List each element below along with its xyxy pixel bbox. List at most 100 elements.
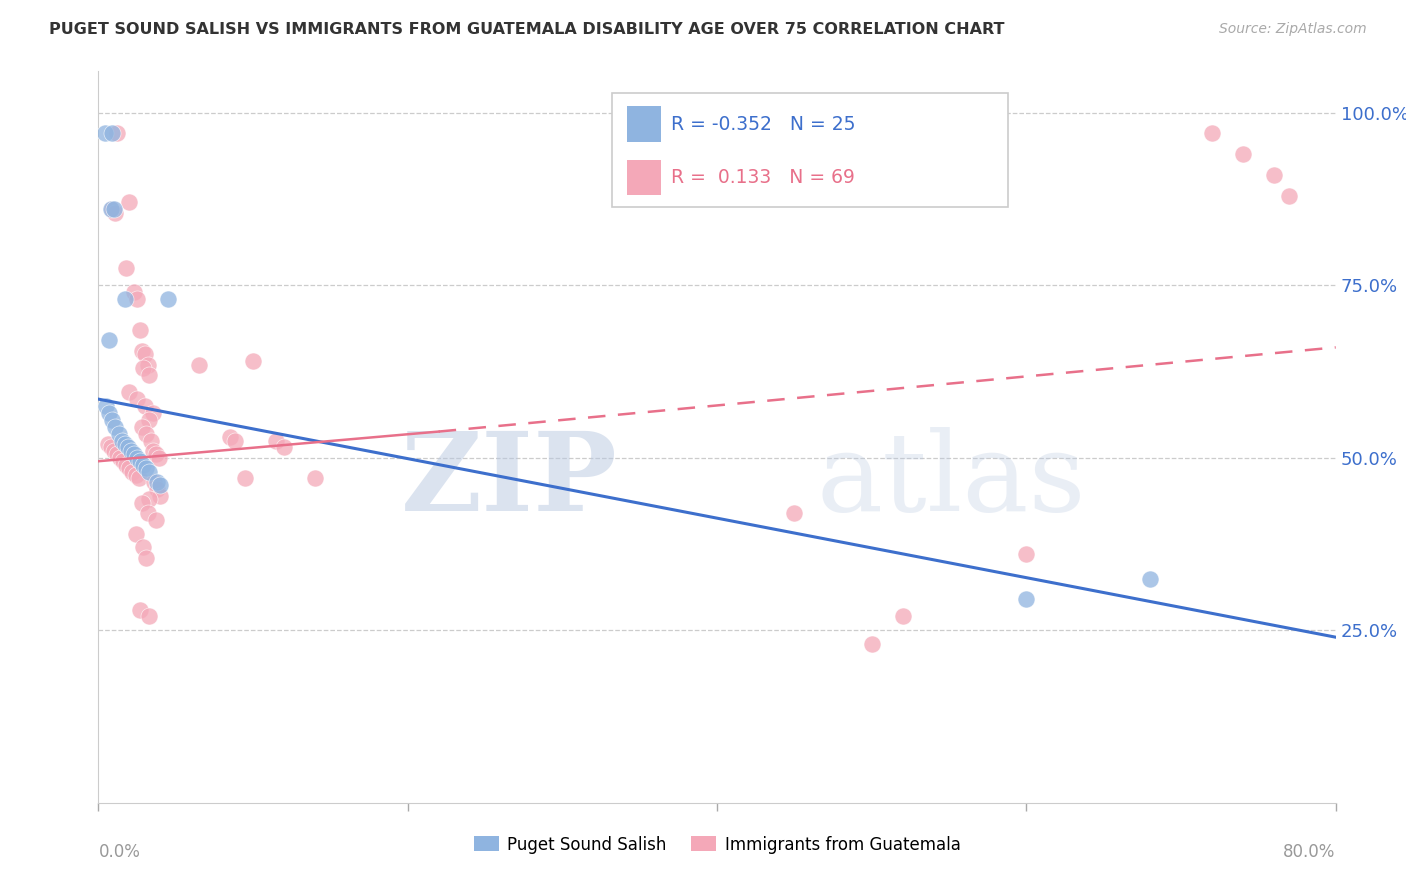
FancyBboxPatch shape — [627, 160, 661, 195]
Point — [100, 441, 122, 455]
Point — [132, 541, 155, 555]
Point — [103, 202, 125, 217]
Point — [1201, 127, 1223, 141]
Point — [188, 358, 211, 372]
Point — [138, 368, 160, 382]
Point — [118, 461, 141, 475]
Point — [101, 202, 124, 217]
Point — [105, 447, 128, 461]
Point — [97, 437, 120, 451]
Point — [1139, 572, 1161, 586]
Point — [112, 454, 135, 468]
Text: ZIP: ZIP — [401, 427, 619, 534]
FancyBboxPatch shape — [612, 94, 1008, 207]
Text: R = -0.352   N = 25: R = -0.352 N = 25 — [671, 114, 856, 134]
Point — [114, 292, 136, 306]
Point — [138, 413, 160, 427]
Point — [132, 361, 155, 376]
Point — [146, 475, 169, 489]
Point — [135, 426, 157, 441]
Point — [128, 471, 150, 485]
Point — [273, 441, 295, 455]
Point — [122, 285, 145, 300]
Point — [783, 506, 806, 520]
Text: R =  0.133   N = 69: R = 0.133 N = 69 — [671, 168, 855, 187]
Point — [242, 354, 264, 368]
Legend: Puget Sound Salish, Immigrants from Guatemala: Puget Sound Salish, Immigrants from Guat… — [467, 829, 967, 860]
Point — [891, 609, 914, 624]
Point — [142, 443, 165, 458]
Point — [135, 550, 157, 565]
Point — [142, 406, 165, 420]
Point — [143, 475, 166, 489]
Point — [104, 206, 127, 220]
Text: 0.0%: 0.0% — [98, 843, 141, 861]
Point — [118, 385, 141, 400]
Point — [127, 450, 149, 465]
Point — [1015, 592, 1038, 607]
Point — [224, 434, 246, 448]
Point — [138, 492, 160, 507]
Point — [136, 358, 159, 372]
Point — [131, 419, 153, 434]
Point — [124, 468, 146, 483]
Point — [149, 489, 172, 503]
Point — [131, 495, 153, 509]
Point — [115, 260, 138, 275]
Point — [114, 437, 136, 451]
Point — [108, 450, 131, 465]
Point — [146, 482, 169, 496]
Point — [120, 443, 142, 458]
Point — [134, 399, 156, 413]
Point — [860, 637, 883, 651]
Point — [129, 323, 152, 337]
Point — [1015, 548, 1038, 562]
Text: Source: ZipAtlas.com: Source: ZipAtlas.com — [1219, 22, 1367, 37]
Point — [101, 127, 124, 141]
Point — [1278, 188, 1301, 202]
Point — [219, 430, 242, 444]
Point — [127, 292, 149, 306]
Point — [111, 434, 134, 448]
Point — [134, 347, 156, 361]
Point — [138, 609, 160, 624]
Point — [118, 195, 141, 210]
Point — [98, 406, 121, 420]
Point — [104, 419, 127, 434]
Point — [235, 471, 257, 485]
Point — [122, 447, 145, 461]
Point — [132, 458, 155, 472]
Point — [101, 413, 124, 427]
Point — [107, 426, 129, 441]
Point — [115, 458, 138, 472]
Point — [304, 471, 326, 485]
Point — [129, 602, 152, 616]
Point — [148, 450, 170, 465]
Point — [145, 447, 167, 461]
Point — [139, 434, 162, 448]
Point — [93, 127, 115, 141]
Point — [136, 506, 159, 520]
Point — [131, 343, 153, 358]
Point — [129, 454, 152, 468]
Point — [100, 202, 122, 217]
Point — [96, 399, 118, 413]
Point — [105, 127, 128, 141]
Point — [121, 465, 143, 479]
Point — [149, 478, 172, 492]
Point — [145, 513, 167, 527]
Point — [103, 443, 125, 458]
Point — [1263, 168, 1285, 182]
FancyBboxPatch shape — [627, 106, 661, 142]
Point — [117, 441, 139, 455]
Point — [135, 461, 157, 475]
Text: PUGET SOUND SALISH VS IMMIGRANTS FROM GUATEMALA DISABILITY AGE OVER 75 CORRELATI: PUGET SOUND SALISH VS IMMIGRANTS FROM GU… — [49, 22, 1005, 37]
Point — [98, 334, 121, 348]
Text: 80.0%: 80.0% — [1284, 843, 1336, 861]
Point — [124, 526, 146, 541]
Point — [127, 392, 149, 406]
Point — [1232, 147, 1254, 161]
Point — [266, 434, 288, 448]
Text: atlas: atlas — [815, 427, 1085, 534]
Point — [138, 465, 160, 479]
